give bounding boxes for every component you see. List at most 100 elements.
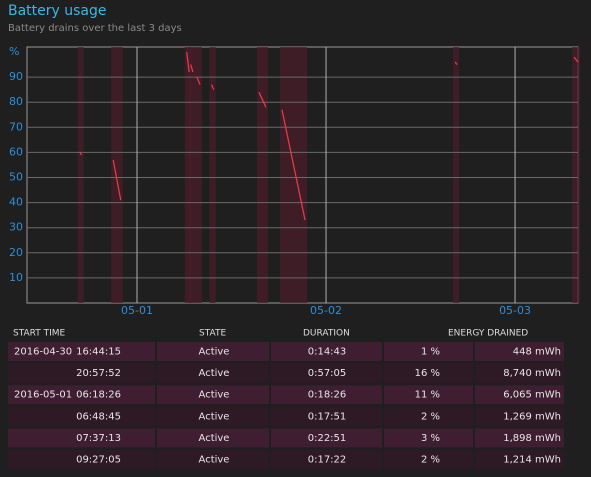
y-tick-label: 10 <box>9 271 23 284</box>
duration: 0:14:43 <box>308 347 347 358</box>
table-cell <box>384 342 473 361</box>
duration: 0:18:26 <box>308 390 347 401</box>
active-band <box>209 47 216 303</box>
percent-drained: 11 % <box>415 390 440 401</box>
start-time: 06:48:45 <box>76 411 121 422</box>
table-cell <box>475 428 564 448</box>
active-band <box>572 47 580 303</box>
column-header: STATE <box>199 329 226 339</box>
percent-drained: 2 % <box>421 411 440 422</box>
table-cell <box>157 406 269 426</box>
table-cell <box>8 385 155 405</box>
y-tick-label: 60 <box>9 145 23 158</box>
state: Active <box>199 433 230 444</box>
table-cell <box>271 385 382 405</box>
start-date: 2016-05-01 <box>14 390 72 401</box>
active-band <box>256 47 268 303</box>
subtitle: Battery drains over the last 3 days <box>8 23 182 34</box>
state: Active <box>199 368 230 379</box>
column-header: ENERGY DRAINED <box>448 329 528 339</box>
drain-line <box>210 84 215 90</box>
drain-line <box>79 152 83 156</box>
table-cell <box>271 428 382 448</box>
state: Active <box>199 455 230 466</box>
active-band <box>194 47 202 303</box>
y-tick-label: 70 <box>9 120 23 133</box>
table-cell <box>475 450 564 469</box>
energy-drained: 448 mWh <box>513 347 561 358</box>
state: Active <box>199 411 230 422</box>
energy-drained: 1,898 mWh <box>503 433 561 444</box>
state: Active <box>199 347 230 358</box>
table-cell <box>8 450 155 469</box>
drain-line <box>112 159 122 201</box>
start-time: 06:18:26 <box>76 390 121 401</box>
start-time: 07:37:13 <box>76 433 121 444</box>
duration: 0:17:22 <box>308 455 347 466</box>
percent-drained: 16 % <box>415 368 440 379</box>
table-cell <box>8 342 155 361</box>
table-cell <box>475 406 564 426</box>
table-cell <box>384 385 473 405</box>
active-band <box>111 47 123 303</box>
drain-line <box>573 56 579 63</box>
table-cell <box>8 406 155 426</box>
table-cell <box>271 450 382 469</box>
start-time: 09:27:05 <box>76 455 121 466</box>
duration: 0:22:51 <box>308 433 347 444</box>
start-time: 16:44:15 <box>76 347 121 358</box>
y-tick-label: 40 <box>9 196 23 209</box>
percent-drained: 2 % <box>421 455 440 466</box>
table-cell <box>271 363 382 383</box>
percent-drained: 3 % <box>421 433 440 444</box>
table-cell <box>384 406 473 426</box>
drain-line <box>258 91 267 108</box>
y-tick-label: 20 <box>9 246 23 259</box>
energy-drained: 1,214 mWh <box>503 455 561 466</box>
energy-drained: 8,740 mWh <box>503 368 561 379</box>
y-axis-label: % <box>9 45 19 58</box>
table-cell <box>157 450 269 469</box>
column-header: DURATION <box>303 329 350 339</box>
energy-drained: 1,269 mWh <box>503 411 561 422</box>
duration: 0:17:51 <box>308 411 347 422</box>
table-cell <box>384 363 473 383</box>
drain-line <box>196 76 201 85</box>
table-cell <box>475 342 564 361</box>
table-cell <box>8 363 155 383</box>
table-cell <box>475 385 564 405</box>
start-time: 20:57:52 <box>76 368 121 379</box>
table-cell <box>157 363 269 383</box>
x-tick-label: 05-01 <box>121 304 153 317</box>
energy-drained: 6,065 mWh <box>503 390 561 401</box>
title: Battery usage <box>8 3 107 19</box>
x-tick-label: 05-03 <box>499 304 531 317</box>
duration: 0:57:05 <box>308 368 347 379</box>
active-band <box>77 47 84 303</box>
drain-line <box>281 109 306 221</box>
table-cell <box>384 450 473 469</box>
table-cell <box>475 363 564 383</box>
state: Active <box>199 390 230 401</box>
drain-line <box>190 64 194 73</box>
active-band <box>184 47 192 303</box>
active-band <box>453 47 460 303</box>
column-header: START TIME <box>13 329 66 339</box>
y-tick-label: 50 <box>9 171 23 184</box>
table-cell <box>8 428 155 448</box>
active-band <box>279 47 308 303</box>
y-tick-label: 90 <box>9 70 23 83</box>
percent-drained: 1 % <box>421 347 440 358</box>
y-tick-label: 30 <box>9 221 23 234</box>
table-cell <box>157 428 269 448</box>
active-band <box>188 47 195 303</box>
table-cell <box>271 342 382 361</box>
table-cell <box>384 428 473 448</box>
table-cell <box>157 385 269 405</box>
drain-line <box>454 61 458 65</box>
table-cell <box>271 406 382 426</box>
x-tick-label: 05-02 <box>310 304 342 317</box>
drain-line <box>186 51 190 73</box>
